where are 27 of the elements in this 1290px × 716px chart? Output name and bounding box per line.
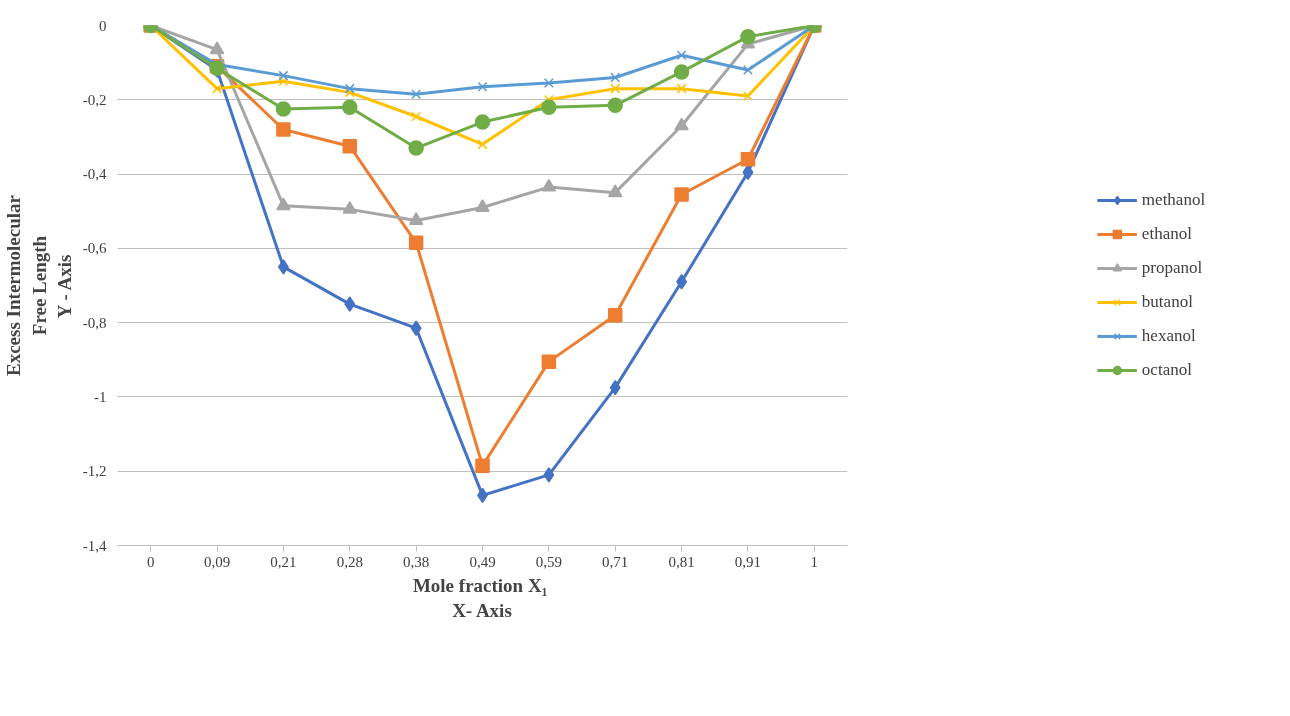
y-tick-label: 0 bbox=[99, 17, 107, 34]
y-tick-label: -1,2 bbox=[82, 463, 107, 480]
x-axis-title: Mole fraction X₁ X- Axis bbox=[412, 574, 548, 621]
x-tick-label: 0,81 bbox=[668, 553, 695, 570]
y-tick-label: -1,4 bbox=[82, 537, 107, 554]
legend-label: ethanol bbox=[1141, 224, 1192, 244]
x-tick-label: 0,09 bbox=[203, 553, 231, 570]
legend-label: methanol bbox=[1141, 190, 1206, 210]
y-tick-label: -1 bbox=[94, 388, 107, 405]
y-axis-title: Excess Intermolecular Free Length Y - Axis bbox=[3, 194, 75, 376]
x-tick-label: 1 bbox=[810, 553, 819, 570]
x-tick-label: 0,59 bbox=[535, 553, 562, 570]
x-tick-label: 0,38 bbox=[403, 553, 430, 570]
x-tick-label: 0,21 bbox=[270, 553, 297, 570]
legend-label: butanol bbox=[1141, 292, 1193, 312]
legend-label: hexanol bbox=[1141, 326, 1196, 346]
x-tick-label: 0,28 bbox=[336, 553, 363, 570]
x-tick-label: 0 bbox=[146, 553, 155, 570]
y-tick-label: -0,6 bbox=[82, 240, 107, 257]
y-tick-label: -0,8 bbox=[82, 314, 107, 331]
y-tick-label: -0,2 bbox=[82, 91, 107, 108]
x-tick-label: 0,71 bbox=[602, 553, 629, 570]
y-tick-label: -0,4 bbox=[82, 166, 107, 183]
x-tick-label: 0,91 bbox=[734, 553, 762, 570]
legend-label: propanol bbox=[1141, 258, 1203, 278]
x-tick-label: 0,49 bbox=[469, 553, 496, 570]
legend-label: octanol bbox=[1141, 360, 1192, 380]
